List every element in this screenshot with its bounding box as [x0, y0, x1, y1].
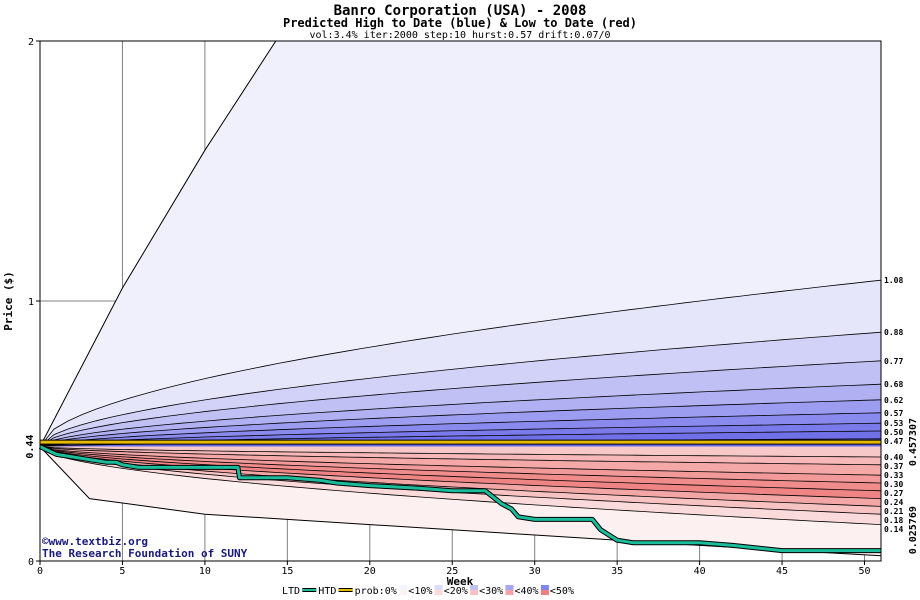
band-end-label: 0.30: [884, 480, 903, 489]
probability-bands: [39, 40, 882, 557]
legend-label: <10%: [408, 586, 432, 597]
x-tick-label: 45: [776, 566, 788, 577]
chart-subtitle: Predicted High to Date (blue) & Low to D…: [283, 16, 637, 30]
band-end-label: 0.21: [884, 507, 903, 516]
high-band: [40, 280, 881, 447]
band-end-label: 0.77: [884, 357, 903, 366]
series: [38, 439, 881, 554]
legend-swatch-low: [434, 590, 443, 595]
band-end-label: 0.37: [884, 462, 903, 471]
legend-swatch-high: [505, 585, 514, 590]
low-band-boundary: [39, 446, 882, 476]
legend-swatch-low: [470, 590, 479, 595]
low-band-boundary: [39, 446, 882, 458]
low-band: [40, 446, 881, 507]
x-tick-label: 25: [446, 566, 458, 577]
outer-high-envelope: [39, 40, 277, 447]
low-band: [40, 446, 881, 491]
high-band-boundary: [39, 412, 882, 447]
band-end-label: 0.47: [884, 437, 903, 446]
legend-label: <20%: [444, 586, 468, 597]
low-band: [40, 446, 881, 499]
band-end-label: 0.40: [884, 453, 903, 462]
low-band: [40, 446, 881, 525]
legend-swatch-high: [470, 585, 479, 590]
legend-swatch-low: [399, 590, 408, 595]
credit-foundation: The Research Foundation of SUNY: [42, 547, 248, 560]
credit-site: www.textbiz.org: [49, 535, 148, 548]
high-band-boundary: [39, 360, 882, 447]
svg-text:©www.textbiz.org: ©www.textbiz.org: [42, 535, 148, 548]
high-band: [40, 412, 881, 447]
low-band-boundary: [39, 446, 882, 466]
low-band-boundary: [39, 446, 882, 525]
high-band: [40, 332, 881, 447]
high-band-boundary: [39, 279, 882, 447]
x-tick-label: 15: [281, 566, 293, 577]
chart-params: vol:3.4% iter:2000 step:10 hurst:0.57 dr…: [309, 30, 610, 41]
x-axis-label: Week: [447, 575, 474, 588]
outer-low-envelope: [39, 446, 882, 557]
high-band-boundary: [39, 399, 882, 447]
low-band-boundary: [39, 446, 882, 484]
copyright-symbol: ©: [42, 535, 49, 548]
band-end-label: 0.24: [884, 498, 903, 507]
band-end-label: 0.68: [884, 380, 903, 389]
y-tick-label: 2: [28, 37, 34, 48]
band-end-label: 0.14: [884, 525, 903, 534]
chart-title: Banro Corporation (USA) - 2008: [334, 3, 587, 19]
band-end-label: 0.18: [884, 516, 903, 525]
high-band: [40, 384, 881, 447]
axes: 0 5 10 15 20 25 30 35 40 45 50 0 1 2 0.44 0.457307 0.025…: [25, 37, 919, 577]
legend-swatch-high: [399, 585, 408, 590]
right-axis-label: 0.457307: [908, 418, 919, 466]
legend-swatch-high: [434, 585, 443, 590]
legend-swatch-low: [505, 590, 514, 595]
high-band-boundary: [39, 422, 882, 447]
legend-swatch-high: [540, 585, 549, 590]
high-band: [40, 423, 881, 447]
legend-label: HTD: [318, 586, 336, 597]
start-price-label: 0.44: [25, 435, 36, 459]
low-band: [40, 446, 881, 465]
low-band: [40, 446, 881, 515]
band-end-label: 0.50: [884, 428, 903, 437]
ltd-line: [39, 445, 881, 553]
x-tick-label: 5: [119, 566, 125, 577]
band-end-label: 0.62: [884, 396, 903, 405]
y-tick-label: 1: [28, 297, 34, 308]
x-tick-label: 35: [611, 566, 623, 577]
legend-label: <50%: [550, 586, 574, 597]
band-end-label: 0.57: [884, 409, 903, 418]
credits: ©www.textbiz.org The Research Foundation…: [42, 535, 248, 560]
x-tick-label: 30: [529, 566, 541, 577]
x-tick-label: 40: [694, 566, 706, 577]
band-end-label: 0.27: [884, 489, 903, 498]
legend-label: <40%: [515, 586, 539, 597]
x-tick-label: 0: [37, 566, 43, 577]
legend-label: prob:0%: [355, 586, 397, 597]
low-band-boundary: [39, 446, 882, 492]
band-end-label: 0.33: [884, 471, 903, 480]
low-band: [40, 446, 881, 476]
low-band: [40, 446, 881, 483]
band-labels: 1.08 0.88 0.77 0.68 0.62 0.570.530.500.47 0.40…: [884, 276, 903, 534]
y-tick-label: 0: [28, 557, 34, 568]
high-band-boundary: [39, 383, 882, 447]
x-tick-label: 50: [858, 566, 870, 577]
right-axis-label: 0.025769: [908, 506, 919, 554]
y-axis-label: Price ($): [2, 271, 15, 331]
x-tick-label: 10: [199, 566, 211, 577]
low-band: [40, 446, 881, 457]
x-tick-label: 20: [364, 566, 376, 577]
band-end-label: 0.53: [884, 419, 903, 428]
high-band-boundary: [39, 331, 882, 447]
band-end-label: 1.08: [884, 276, 903, 285]
legend-label: LTD: [282, 586, 300, 597]
legend: LTD HTD prob:0% <10% <20% <30% <40% <50%: [282, 585, 574, 597]
legend-swatch-low: [540, 590, 549, 595]
band-end-label: 0.88: [884, 328, 903, 337]
legend-label: <30%: [479, 586, 503, 597]
